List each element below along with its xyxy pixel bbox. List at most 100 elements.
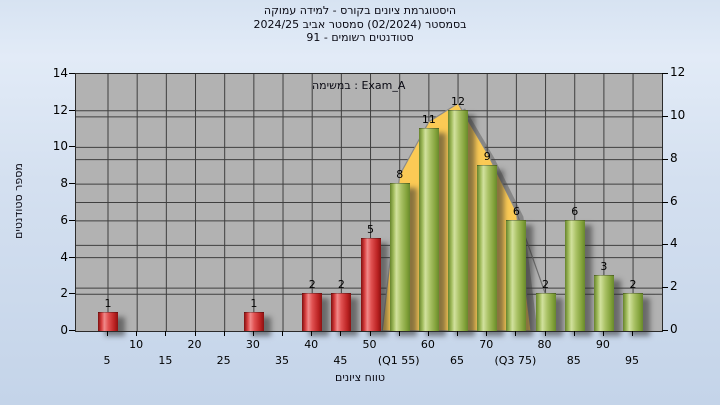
y-right-tick-mark bbox=[662, 158, 668, 160]
red-bar-45 bbox=[331, 293, 352, 331]
bar-value-label: 2 bbox=[308, 278, 316, 292]
y-left-tick-mark bbox=[69, 219, 75, 221]
y-right-tick-label: 10 bbox=[670, 107, 686, 122]
series-legend-label: במשימה : Exam_A bbox=[312, 79, 406, 92]
y-right-tick-mark bbox=[662, 287, 668, 289]
y-left-tick-label: 12 bbox=[52, 102, 68, 117]
bar-value-label: 2 bbox=[629, 278, 637, 292]
x-tick-label-lower: (Q3 75) bbox=[494, 354, 537, 367]
x-tick-mark bbox=[252, 331, 254, 336]
y-left-tick-mark bbox=[69, 109, 75, 111]
y-left-tick-mark bbox=[69, 293, 75, 295]
x-tick-label-upper: 60 bbox=[420, 338, 435, 351]
x-tick-mark bbox=[457, 331, 459, 336]
x-tick-mark bbox=[398, 331, 400, 336]
bar-value-label: 9 bbox=[483, 149, 491, 163]
x-tick-mark bbox=[369, 331, 371, 336]
x-tick-label-upper: 50 bbox=[362, 338, 377, 351]
y-left-tick-label: 0 bbox=[60, 323, 68, 337]
x-tick-mark bbox=[486, 331, 488, 336]
y-right-tick-label: 12 bbox=[670, 65, 686, 79]
red-bar-30 bbox=[243, 311, 264, 331]
x-tick-label-lower: 85 bbox=[566, 354, 581, 367]
chart-title-line1: היסטוגרמת ציונים בקורס - למידה עמוקה bbox=[263, 4, 457, 17]
x-tick-label-lower: 5 bbox=[103, 354, 111, 367]
x-tick-mark bbox=[282, 331, 284, 336]
green-bar-95 bbox=[623, 293, 644, 331]
bar-value-label: 1 bbox=[104, 296, 112, 310]
red-bar-5 bbox=[98, 311, 118, 331]
bar-value-label: 6 bbox=[571, 204, 579, 218]
green-bar-85 bbox=[564, 219, 585, 331]
y-right-tick-mark bbox=[662, 201, 668, 203]
x-tick-mark bbox=[515, 331, 517, 336]
x-tick-label-upper: 40 bbox=[304, 338, 319, 351]
y-left-tick-mark bbox=[69, 256, 75, 258]
x-tick-label-upper: 30 bbox=[245, 338, 260, 351]
bar-value-label: 2 bbox=[542, 278, 550, 292]
green-bar-70 bbox=[477, 164, 498, 331]
chart-title: היסטוגרמת ציונים בקורס - למידה עמוקה בסמ… bbox=[0, 4, 720, 45]
y-right-tick-label: 0 bbox=[670, 322, 678, 336]
bar-value-label: 12 bbox=[451, 94, 466, 108]
x-tick-label-upper: 90 bbox=[595, 338, 610, 351]
y-right-tick-mark bbox=[662, 244, 668, 246]
x-tick-mark bbox=[573, 331, 575, 336]
x-tick-mark bbox=[223, 331, 225, 336]
bar-value-label: 5 bbox=[367, 223, 375, 237]
y-left-tick-label: 14 bbox=[52, 66, 68, 80]
x-tick-label-lower: 15 bbox=[158, 354, 173, 367]
y-right-tick-label: 4 bbox=[670, 236, 678, 251]
y-right-tick-mark bbox=[662, 115, 668, 117]
x-tick-mark bbox=[165, 331, 167, 336]
green-bar-75 bbox=[506, 219, 527, 331]
green-bar-80 bbox=[535, 293, 556, 331]
x-axis-title: טווח ציונים bbox=[335, 371, 385, 384]
y-left-tick-mark bbox=[69, 146, 75, 148]
y-left-tick-mark bbox=[69, 73, 75, 74]
x-tick-mark bbox=[632, 331, 634, 336]
y-right-tick-label: 6 bbox=[670, 193, 678, 208]
x-tick-mark bbox=[311, 331, 313, 336]
x-tick-mark bbox=[194, 331, 196, 336]
y-left-tick-label: 8 bbox=[60, 176, 68, 191]
plot-area: 1 1 2 2 5 8 11 12 9 6 2 6 3 2 במשימה : Exam_A bbox=[75, 73, 663, 332]
y-left-tick-label: 10 bbox=[52, 139, 68, 154]
bar-value-label: 3 bbox=[600, 259, 608, 273]
y-left-tick-mark bbox=[69, 330, 75, 331]
chart-title-line2: בסמסטר (02/2024) סמסטר אביב 2024/25 bbox=[253, 17, 467, 31]
red-bar-40 bbox=[302, 293, 323, 331]
x-tick-mark bbox=[544, 331, 546, 336]
y-right-tick-mark bbox=[662, 73, 668, 74]
x-tick-label-lower: 95 bbox=[625, 354, 640, 367]
x-tick-label-upper: 70 bbox=[479, 338, 494, 351]
y-right-tick-label: 2 bbox=[670, 279, 678, 294]
bar-value-label: 11 bbox=[421, 113, 436, 127]
x-tick-mark bbox=[427, 331, 429, 336]
bar-value-label: 2 bbox=[337, 278, 345, 292]
y-right-tick-label: 8 bbox=[670, 150, 678, 165]
bar-value-label: 8 bbox=[396, 168, 404, 182]
bar-value-label: 1 bbox=[250, 296, 258, 310]
x-tick-mark bbox=[107, 331, 108, 336]
green-bar-90 bbox=[593, 274, 614, 331]
y-right-tick-mark bbox=[662, 330, 668, 331]
x-tick-mark bbox=[136, 331, 138, 336]
x-tick-mark bbox=[340, 331, 342, 336]
bar-value-label: 6 bbox=[512, 204, 520, 218]
x-tick-label-lower: 65 bbox=[450, 354, 465, 367]
x-tick-label-upper: 20 bbox=[187, 338, 202, 351]
x-tick-mark bbox=[602, 331, 604, 336]
y-left-tick-label: 2 bbox=[60, 286, 68, 301]
x-tick-label-lower: (Q1 55) bbox=[377, 354, 420, 367]
red-bar-50 bbox=[360, 238, 381, 331]
x-tick-label-lower: 35 bbox=[275, 354, 290, 367]
x-tick-label-lower: 25 bbox=[216, 354, 231, 367]
x-tick-label-lower: 45 bbox=[333, 354, 348, 367]
y-left-tick-mark bbox=[69, 183, 75, 185]
y-axis-title: מספר סטודנטים bbox=[12, 163, 25, 239]
y-left-tick-label: 6 bbox=[60, 212, 68, 227]
green-bar-55 bbox=[389, 183, 410, 331]
green-bar-60 bbox=[418, 128, 439, 331]
